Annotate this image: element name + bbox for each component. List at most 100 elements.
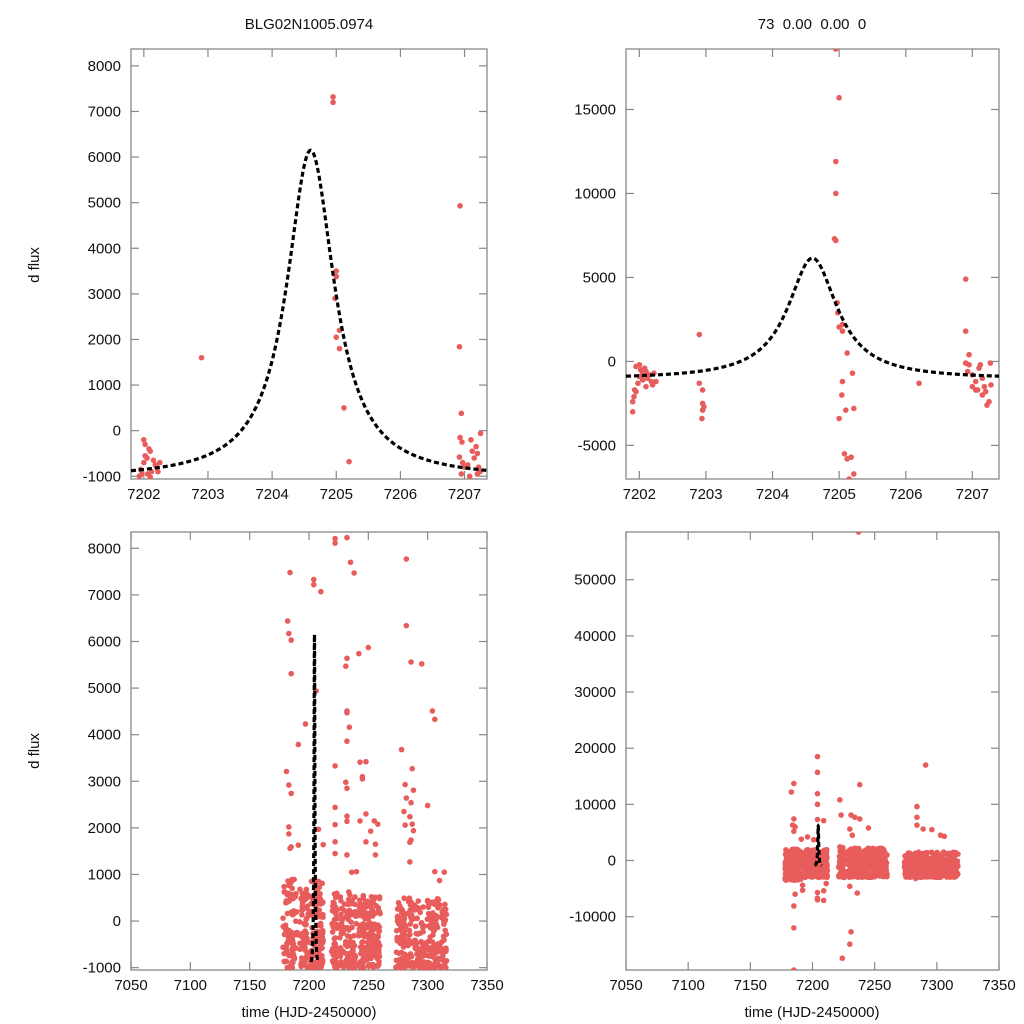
x-axis-label: time (HJD-2450000)	[744, 1004, 879, 1021]
data-point	[396, 921, 402, 927]
data-point	[333, 268, 340, 274]
y-tick-label: 8000	[88, 58, 121, 75]
data-point	[929, 826, 935, 833]
data-point	[812, 856, 818, 863]
data-point	[840, 874, 846, 881]
data-point	[864, 871, 871, 878]
plot-frame	[625, 531, 1000, 971]
data-point	[409, 765, 416, 772]
data-point	[316, 884, 323, 891]
data-point	[836, 94, 842, 101]
data-point	[402, 960, 408, 967]
data-point	[398, 964, 404, 970]
data-point	[783, 873, 790, 880]
data-point	[783, 857, 790, 864]
data-point	[342, 779, 349, 786]
data-point	[801, 859, 808, 865]
data-point	[854, 890, 861, 896]
y-tick-label: 0	[608, 353, 616, 370]
y-tick-label: 1000	[88, 377, 121, 394]
data-point	[157, 459, 163, 466]
data-point	[442, 927, 448, 934]
data-point	[320, 841, 327, 848]
data-point	[403, 556, 410, 562]
data-point	[338, 920, 345, 927]
x-tick-label: 7207	[956, 486, 989, 503]
x-tick-label: 7207	[448, 486, 481, 503]
data-point	[401, 808, 407, 815]
data-point	[368, 893, 375, 900]
data-point	[368, 937, 375, 944]
data-point	[351, 932, 357, 939]
data-point	[946, 855, 952, 862]
data-point	[397, 940, 404, 947]
data-point	[914, 822, 920, 828]
data-point	[332, 839, 338, 845]
data-point	[427, 913, 433, 920]
data-point	[434, 924, 441, 931]
data-point	[418, 661, 425, 667]
data-point	[788, 789, 795, 795]
data-point	[866, 858, 873, 865]
data-point	[865, 825, 872, 831]
data-point	[853, 845, 859, 852]
data-point	[288, 790, 295, 797]
data-point	[359, 939, 366, 945]
data-point	[948, 872, 954, 879]
data-point	[283, 931, 289, 938]
data-point	[837, 797, 843, 803]
data-point	[792, 891, 798, 897]
data-point	[351, 956, 357, 962]
data-point	[969, 383, 976, 390]
data-point	[342, 663, 349, 669]
data-point	[359, 773, 366, 780]
data-point	[417, 909, 423, 916]
data-point	[796, 861, 802, 868]
y-tick-label: 7000	[88, 103, 121, 120]
data-point	[344, 534, 350, 541]
data-point	[344, 818, 350, 825]
data-points	[280, 534, 450, 970]
data-point	[799, 882, 806, 889]
data-point	[411, 960, 417, 967]
data-point	[150, 457, 157, 464]
data-point	[318, 923, 324, 929]
data-point	[856, 816, 863, 822]
data-point	[403, 795, 410, 801]
y-axis-label: d flux	[26, 733, 43, 769]
x-tick-label: 7204	[255, 486, 288, 503]
data-point	[349, 964, 355, 970]
data-point	[341, 405, 347, 411]
x-tick-label: 7250	[858, 977, 891, 994]
data-point	[440, 914, 447, 920]
data-point	[794, 868, 800, 875]
data-point	[474, 471, 481, 477]
data-point	[353, 868, 360, 875]
data-point	[357, 912, 363, 919]
data-point	[402, 822, 408, 828]
data-point	[810, 836, 817, 843]
y-tick-label: -1000	[83, 960, 121, 977]
panel-bottom-left: d flux time (HJD-2450000) 7050 7100 7150 72…	[26, 531, 504, 1021]
data-point	[849, 832, 856, 839]
data-point	[337, 962, 343, 969]
data-point	[284, 910, 291, 917]
y-tick-label: 0	[113, 913, 121, 930]
data-point	[393, 964, 399, 970]
data-point	[906, 862, 912, 869]
data-point	[408, 799, 414, 806]
data-point	[979, 392, 986, 398]
data-point	[286, 782, 292, 788]
data-point	[629, 409, 636, 415]
data-point	[421, 923, 428, 929]
data-point	[299, 959, 306, 966]
data-point	[289, 885, 296, 892]
data-point	[288, 844, 295, 850]
data-point	[284, 618, 291, 624]
data-point	[295, 741, 302, 748]
data-point	[283, 950, 289, 956]
x-axis-label: time (HJD-2450000)	[241, 1004, 376, 1021]
y-tick-label: 2000	[88, 331, 121, 348]
data-point	[289, 958, 296, 965]
data-point	[142, 452, 148, 459]
